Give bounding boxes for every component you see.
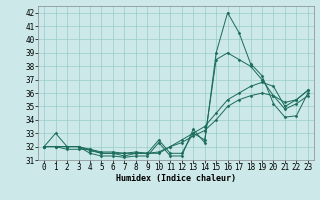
- X-axis label: Humidex (Indice chaleur): Humidex (Indice chaleur): [116, 174, 236, 183]
